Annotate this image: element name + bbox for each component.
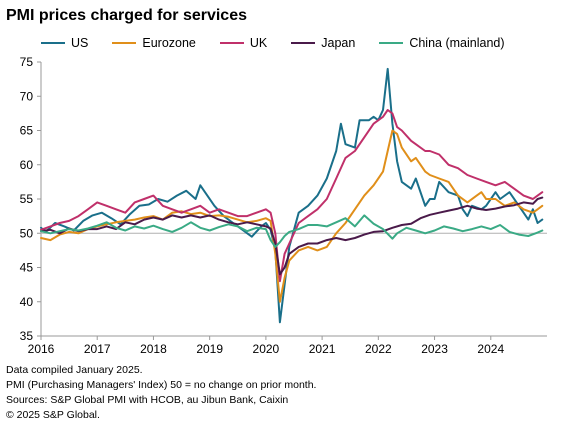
note-sources: Sources: S&P Global PMI with HCOB, au Ji… (6, 394, 289, 406)
y-tick-label-40: 40 (20, 295, 34, 309)
note-date-compiled: Data compiled January 2025. (6, 364, 143, 376)
legend-label-china: China (mainland) (409, 36, 505, 50)
x-tick-label-2017: 2017 (84, 342, 111, 356)
y-tick-label-60: 60 (20, 158, 34, 172)
legend-label-eurozone: Eurozone (142, 36, 196, 50)
legend-item-eurozone: Eurozone (112, 36, 196, 50)
legend-swatch-eurozone (112, 41, 137, 45)
legend-swatch-uk (219, 41, 244, 45)
series-line-eurozone (40, 129, 544, 303)
legend-label-uk: UK (249, 36, 268, 50)
source-notes: Data compiled January 2025. PMI (Purchas… (6, 363, 578, 423)
series-line-us (40, 67, 544, 324)
x-tick-label-2022: 2022 (365, 342, 392, 356)
chart-title: PMI prices charged for services (6, 7, 247, 24)
x-tick-label-2021: 2021 (309, 342, 336, 356)
y-tick-label-45: 45 (20, 261, 34, 275)
series-line-uk (40, 109, 544, 283)
x-tick-label-2016: 2016 (28, 342, 55, 356)
legend-item-china: China (mainland) (379, 36, 505, 50)
y-tick-label-70: 70 (20, 89, 34, 103)
series-line-china-mainland (40, 214, 544, 248)
x-tick-label-2024: 2024 (477, 342, 504, 356)
line-chart: 35 40 45 50 55 60 65 70 75 2016 2017 2018 2019 2020 20… (20, 55, 547, 356)
y-tick-label-35: 35 (20, 329, 34, 343)
y-tick-label-55: 55 (20, 192, 34, 206)
x-tick-label-2023: 2023 (421, 342, 448, 356)
x-tick-label-2018: 2018 (140, 342, 167, 356)
note-pmi-definition: PMI (Purchasing Managers' Index) 50 = no… (6, 379, 317, 391)
legend-label-us: US (71, 36, 89, 50)
x-tick-label-2019: 2019 (196, 342, 223, 356)
legend-item-japan: Japan (291, 36, 355, 50)
y-tick-label-65: 65 (20, 124, 34, 138)
legend-label-japan: Japan (321, 36, 356, 50)
y-tick-label-75: 75 (20, 55, 34, 69)
legend-swatch-japan (291, 41, 316, 45)
chart-legend: US Eurozone UK Japan China (mainland) (41, 34, 581, 52)
legend-item-us: US (41, 36, 88, 50)
series-line-japan (40, 196, 544, 276)
x-tick-label-2020: 2020 (253, 342, 280, 356)
note-copyright: © 2025 S&P Global. (6, 409, 100, 421)
legend-swatch-china (379, 41, 404, 45)
legend-item-uk: UK (219, 36, 268, 50)
legend-swatch-us (41, 41, 65, 45)
y-tick-label-50: 50 (20, 226, 34, 240)
